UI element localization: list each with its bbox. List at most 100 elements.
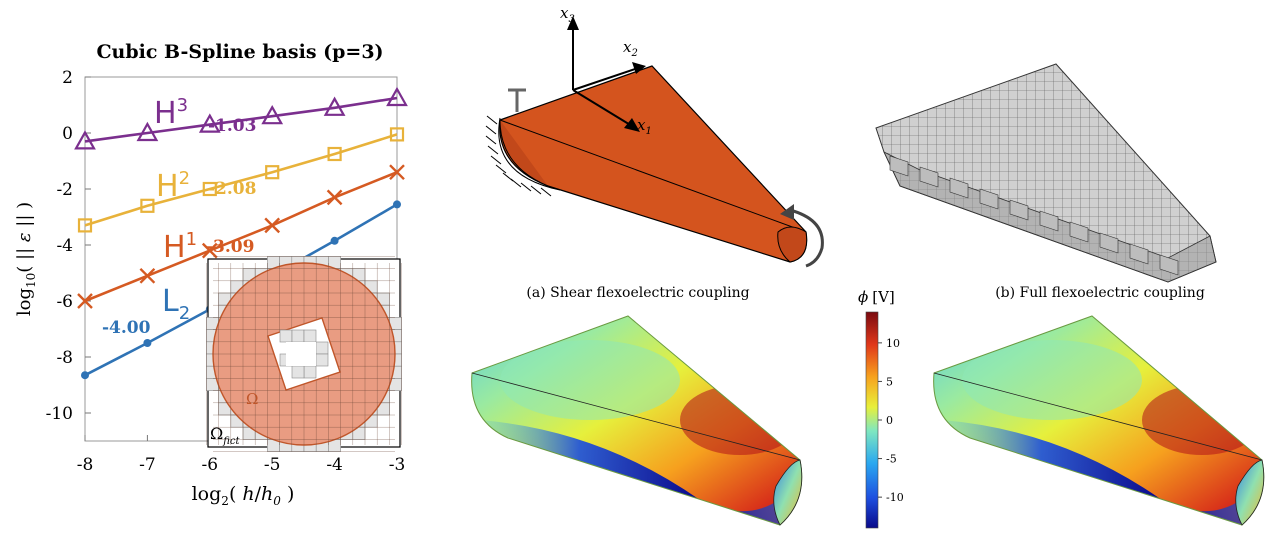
clamp-hatching (485, 115, 561, 197)
slope-label: -2.08 (208, 179, 256, 199)
series-name: H1 (163, 229, 197, 265)
series-line (84, 133, 398, 227)
y-tick-label: -8 (56, 348, 73, 368)
mesh-staircase (889, 155, 1179, 276)
series-h2 (77, 127, 405, 233)
caption-b: (b) Full flexoelectric coupling (995, 285, 1205, 301)
data-point (326, 189, 343, 206)
caption-a: (a) Shear flexoelectric coupling (526, 285, 749, 301)
y-tick-label: 2 (62, 68, 73, 88)
series-name: L2 (162, 284, 190, 324)
torque-arrow-icon (780, 204, 824, 268)
colorbar-ticks: 10 5 0 -5 -10 (878, 337, 904, 504)
data-point (264, 217, 281, 234)
colorbar-tick-label: -5 (886, 453, 897, 466)
series-name: H3 (154, 95, 188, 131)
data-point (327, 146, 342, 162)
beam-geometry-shear: x3 x2 x1 (a) Shear flexoelectric couplin… (485, 4, 824, 301)
data-point (74, 130, 96, 150)
fictitious-domain-label: Ωfict (210, 424, 241, 447)
mesh-step-block (1129, 243, 1149, 265)
ground-icon (508, 88, 526, 112)
field-a-endcap (773, 459, 803, 526)
y-tick-label: -6 (56, 292, 73, 312)
data-point (201, 242, 218, 259)
colorbar-tick-label: 5 (886, 375, 893, 388)
hole-cell (303, 329, 317, 343)
data-point (202, 181, 217, 197)
x-axis-ticks: -8 -7 -6 -5 -4 -3 (77, 435, 406, 475)
series-line (84, 170, 398, 303)
x-tick-label: -3 (389, 455, 406, 475)
data-point (330, 236, 339, 245)
series-labels: H3 -1.03 H2 -2.08 H1 -3.09 L2 -4.00 (102, 95, 256, 338)
y-tick-label: -4 (56, 236, 73, 256)
mesh-step-block (979, 188, 999, 210)
data-point (139, 267, 156, 284)
hole-cell (315, 341, 329, 355)
y-tick-label: 0 (62, 124, 73, 144)
chart-title: Cubic B-Spline basis (p=3) (96, 41, 383, 63)
slope-label: -3.09 (206, 237, 254, 257)
data-point (81, 371, 89, 380)
beam-edge (499, 119, 807, 233)
mesh-step-block (1159, 254, 1179, 276)
slope-label: -1.03 (208, 116, 256, 136)
series-name: H2 (156, 168, 190, 204)
coordinate-axes (567, 16, 646, 132)
y-tick-label: -2 (56, 180, 73, 200)
y-tick-label: -10 (46, 404, 73, 424)
mesh-step-block (1069, 221, 1089, 243)
y-axis-ticks: 2 0 -2 -4 -6 -8 -10 (46, 68, 91, 424)
x-tick-label: -6 (202, 455, 219, 475)
y-axis-label: log10( || ε || ) (14, 202, 38, 316)
hole-cell (291, 365, 305, 379)
colorbar-tick-label: -10 (886, 491, 904, 504)
data-point (261, 104, 284, 125)
data-point (77, 218, 93, 233)
hole-cut-cells (279, 329, 329, 379)
colorbar-gradient (865, 311, 879, 529)
data-point (77, 293, 93, 309)
hole-cell (279, 329, 293, 343)
x-tick-label: -5 (264, 455, 281, 475)
mesh-step-block (1039, 210, 1059, 232)
data-point (389, 127, 405, 142)
potential-field-full (933, 315, 1265, 526)
inset-fictitious-domain: Ω Ωfict (206, 256, 402, 452)
data-point (389, 164, 405, 181)
series-h3 (74, 86, 408, 150)
beam-root-face (499, 119, 549, 187)
field-b-endcap (1235, 459, 1265, 526)
field-a-edge (471, 372, 801, 461)
data-point (393, 200, 401, 209)
hole-cell (315, 353, 329, 367)
x-tick-label: -8 (77, 455, 94, 475)
beam-tip-face (777, 226, 808, 263)
x-tick-label: -4 (326, 455, 343, 475)
data-point (198, 113, 221, 133)
data-point (143, 339, 152, 347)
mesh-step-block (949, 177, 969, 199)
x-axis-label: log2( h/h0 ) (192, 483, 295, 508)
mesh-step-block (1099, 232, 1119, 254)
hole-cell (303, 365, 317, 379)
svg-text:log10( || ε || ): log10( || ε || ) (14, 202, 38, 316)
data-point (386, 86, 408, 107)
mesh-step-block (889, 155, 909, 177)
axis-x1-label: x1 (637, 116, 652, 137)
colorbar-label: ϕ [V] (858, 288, 895, 306)
slope-label: -4.00 (102, 318, 151, 338)
data-point (265, 165, 280, 180)
data-point (140, 198, 155, 213)
colorbar-tick-label: 10 (886, 337, 900, 350)
beam-voxel-mesh: (b) Full flexoelectric coupling (875, 63, 1217, 301)
series-line (84, 96, 398, 143)
mesh-step-block (919, 166, 939, 188)
data-point (136, 121, 159, 142)
axis-x3-label: x3 (560, 4, 575, 25)
convergence-chart: Cubic B-Spline basis (p=3) 2 0 -2 -4 -6 -8 -10… (14, 41, 408, 508)
potential-field-shear (471, 315, 803, 526)
